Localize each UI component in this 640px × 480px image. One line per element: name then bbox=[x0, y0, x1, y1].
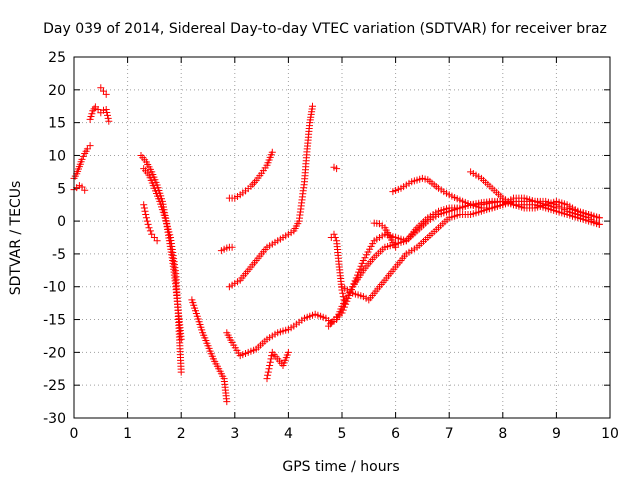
series-arc-14 bbox=[330, 163, 341, 173]
plus-marker-path bbox=[330, 163, 341, 173]
series-arc-20 bbox=[467, 168, 603, 222]
y-tick-label: 5 bbox=[57, 181, 66, 197]
x-tick-label: 4 bbox=[284, 426, 293, 442]
series-arc-08 bbox=[188, 296, 231, 406]
y-tick-label: -30 bbox=[43, 411, 66, 427]
x-tick-label: 1 bbox=[123, 426, 132, 442]
tick-labels: 0 1 2 3 4 5 6 7 8 9 10 -30 -25 -20 -15 -10 -5 0 5 10 15 20 25 bbox=[43, 50, 619, 442]
series-arc-03 bbox=[86, 103, 113, 125]
series-arc-10 bbox=[225, 148, 276, 202]
y-tick-label: 25 bbox=[48, 50, 66, 66]
plus-marker-path bbox=[86, 103, 113, 125]
x-axis-title: GPS time / hours bbox=[282, 459, 399, 475]
x-tick-label: 7 bbox=[445, 426, 454, 442]
series-arc-09 bbox=[217, 243, 236, 255]
y-axis-title: SDTVAR / TECUs bbox=[8, 181, 24, 296]
x-tick-label: 8 bbox=[498, 426, 507, 442]
series-arc-13 bbox=[263, 348, 292, 383]
plus-marker-path bbox=[225, 148, 276, 202]
plus-marker-path bbox=[140, 201, 161, 245]
plus-marker-path bbox=[97, 84, 110, 98]
plus-marker-path bbox=[140, 165, 185, 376]
chart-title: Day 039 of 2014, Sidereal Day-to-day VTE… bbox=[43, 21, 607, 37]
plus-marker-path bbox=[370, 219, 400, 251]
plus-marker-path bbox=[188, 296, 231, 406]
y-tick-label: -25 bbox=[43, 378, 66, 394]
y-tick-label: -20 bbox=[43, 345, 66, 361]
x-tick-label: 6 bbox=[391, 426, 400, 442]
y-tick-label: -5 bbox=[52, 247, 66, 263]
x-tick-label: 2 bbox=[177, 426, 186, 442]
series-arc-18 bbox=[370, 219, 400, 251]
x-tick-label: 9 bbox=[552, 426, 561, 442]
y-tick-label: 20 bbox=[48, 83, 66, 99]
x-tick-label: 5 bbox=[338, 426, 347, 442]
plus-marker-path bbox=[467, 168, 603, 222]
y-tick-label: 0 bbox=[57, 214, 66, 230]
y-tick-label: 15 bbox=[48, 116, 66, 132]
series-arc-11 bbox=[225, 102, 316, 291]
plot-frame bbox=[73, 56, 611, 419]
plus-marker-path bbox=[217, 243, 236, 255]
y-tick-label: 10 bbox=[48, 148, 66, 164]
x-tick-label: 3 bbox=[230, 426, 239, 442]
plus-marker-path bbox=[263, 348, 292, 383]
y-tick-label: -10 bbox=[43, 280, 66, 296]
x-tick-label: 0 bbox=[70, 426, 79, 442]
series-arc-04 bbox=[97, 84, 110, 98]
plus-marker-path bbox=[225, 102, 316, 291]
y-tick-label: -15 bbox=[43, 313, 66, 329]
series-arc-06 bbox=[140, 165, 185, 376]
x-tick-label: 10 bbox=[601, 426, 619, 442]
series-arc-07 bbox=[140, 201, 161, 245]
data-marks bbox=[70, 84, 603, 406]
